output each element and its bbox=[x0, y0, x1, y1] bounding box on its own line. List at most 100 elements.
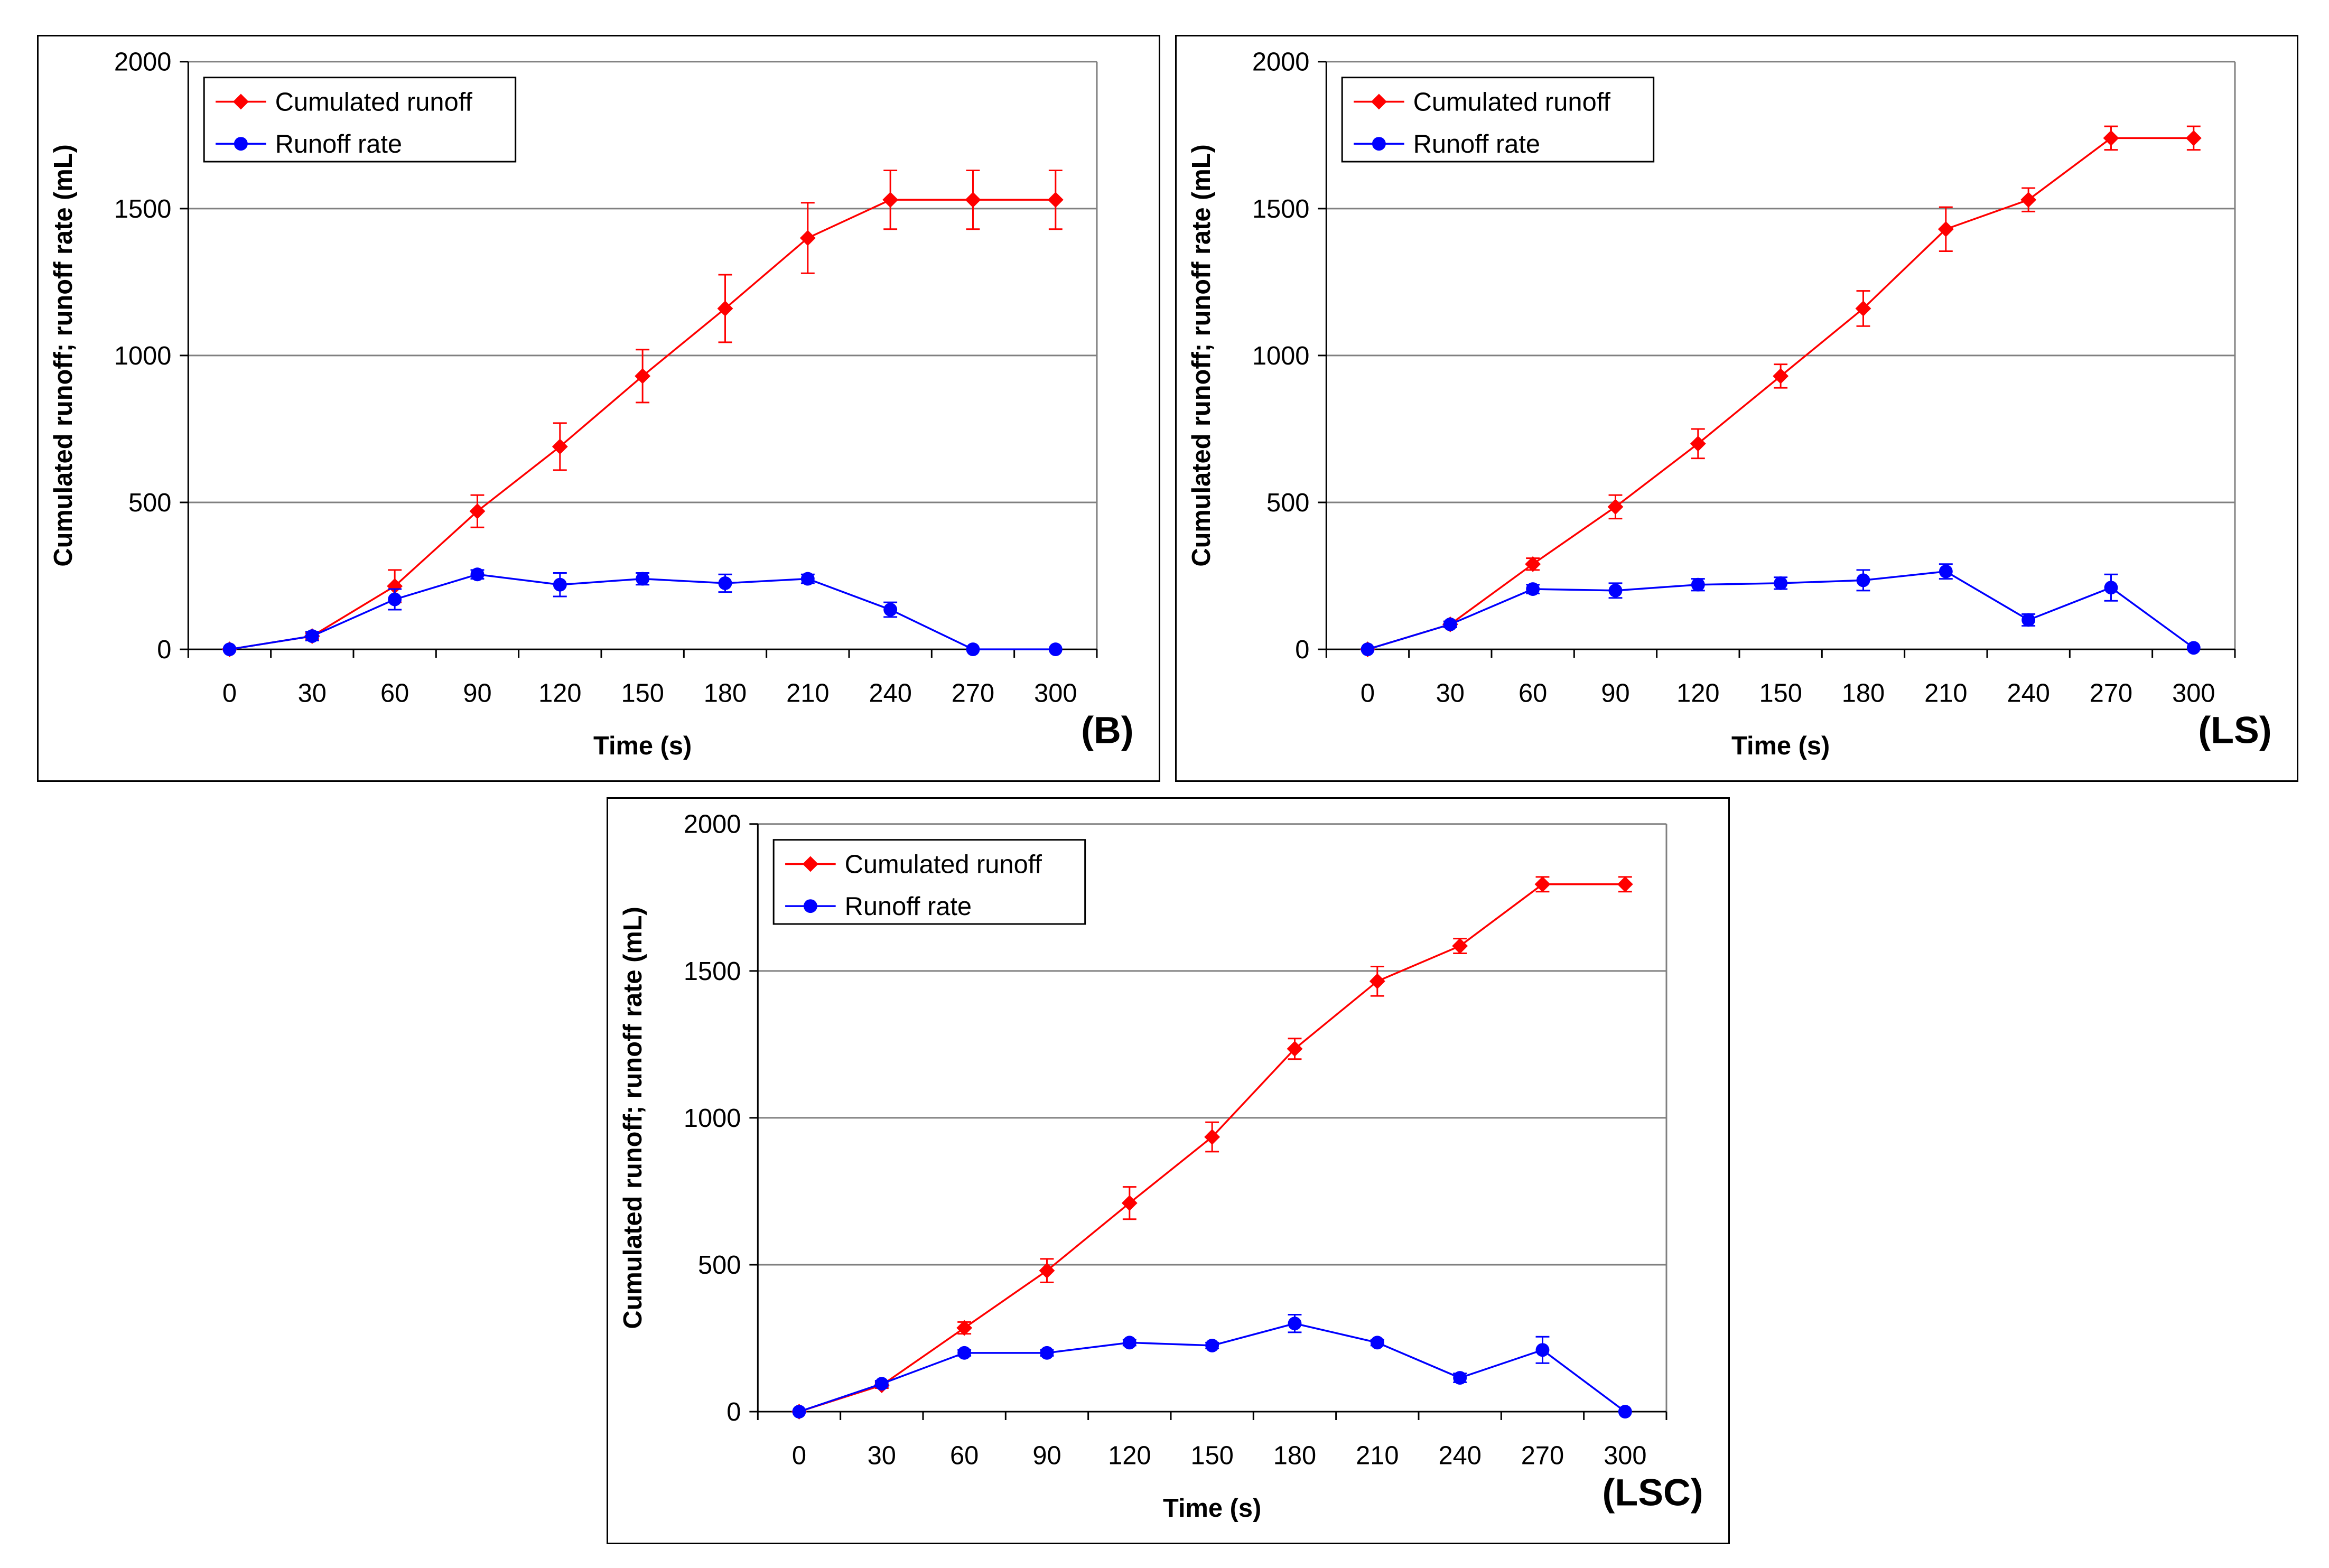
data-point bbox=[1526, 582, 1540, 596]
data-point bbox=[2020, 192, 2037, 208]
data-point bbox=[388, 592, 402, 606]
legend-box bbox=[1341, 77, 1655, 163]
axes: 0 500 1000 1500 2000 0 30 60 90 120 150 180 210 240 27… bbox=[619, 810, 1667, 1523]
panel-label: (LS) bbox=[2198, 709, 2271, 751]
data-point bbox=[1443, 617, 1457, 631]
data-point bbox=[1121, 1195, 1138, 1211]
x-axis-title: Time (s) bbox=[1731, 732, 1830, 760]
data-point bbox=[966, 642, 980, 657]
data-point bbox=[1617, 876, 1633, 892]
chart-panel-ls: 0 500 1000 1500 2000 0 30 60 90 120 150 180 210 240 27… bbox=[1175, 35, 2298, 782]
gridlines bbox=[1326, 61, 2236, 650]
data-point bbox=[1773, 368, 1789, 384]
data-point bbox=[387, 578, 403, 594]
chart-panel-lsc: 0 500 1000 1500 2000 0 30 60 90 120 150 180 210 240 27… bbox=[607, 797, 1730, 1544]
x-tick-label: 90 bbox=[1601, 679, 1629, 708]
y-tick-label: 0 bbox=[157, 636, 171, 664]
x-tick-label: 150 bbox=[1190, 1442, 1233, 1470]
y-tick-label: 500 bbox=[698, 1251, 741, 1280]
y-tick-label: 1500 bbox=[114, 195, 172, 223]
gridlines bbox=[758, 823, 1667, 1412]
data-point bbox=[1048, 642, 1063, 657]
data-point bbox=[1525, 556, 1541, 572]
data-point bbox=[1287, 1041, 1303, 1057]
data-point bbox=[882, 192, 899, 208]
data-point bbox=[957, 1346, 972, 1360]
data-point bbox=[792, 1405, 806, 1419]
x-tick-label: 180 bbox=[704, 679, 747, 708]
x-tick-label: 300 bbox=[1034, 679, 1077, 708]
gridlines bbox=[188, 61, 1098, 650]
legend-label: Cumulated runoff bbox=[275, 88, 473, 116]
data-point bbox=[222, 642, 237, 657]
chart-svg-ls: 0 500 1000 1500 2000 0 30 60 90 120 150 180 210 240 27… bbox=[1187, 48, 2271, 760]
x-tick-label: 90 bbox=[463, 679, 491, 708]
data-point bbox=[1774, 576, 1788, 590]
y-tick-label: 2000 bbox=[684, 810, 741, 839]
chart-panel-b: 0 500 1000 1500 2000 0 30 60 90 120 150 180 210 240 27… bbox=[37, 35, 1160, 782]
data-point bbox=[883, 603, 898, 617]
x-tick-label: 0 bbox=[792, 1442, 806, 1470]
series-runoff-rate bbox=[1361, 563, 2201, 657]
y-tick-label: 1000 bbox=[1252, 342, 1310, 370]
x-tick-label: 210 bbox=[1356, 1442, 1399, 1470]
legend-box bbox=[203, 77, 517, 163]
x-tick-label: 240 bbox=[2007, 679, 2049, 708]
x-tick-label: 30 bbox=[298, 679, 327, 708]
data-point bbox=[1369, 973, 1385, 990]
data-point bbox=[1534, 876, 1551, 892]
data-point bbox=[1453, 1371, 1467, 1385]
y-tick-label: 1500 bbox=[1252, 195, 1310, 223]
x-tick-label: 210 bbox=[786, 679, 829, 708]
x-tick-label: 0 bbox=[1361, 679, 1375, 708]
chart-svg-b: 0 500 1000 1500 2000 0 30 60 90 120 150 180 210 240 27… bbox=[49, 48, 1133, 760]
y-tick-label: 1500 bbox=[684, 957, 741, 986]
data-point bbox=[1618, 1405, 1632, 1419]
data-point bbox=[2104, 581, 2118, 595]
data-point bbox=[1204, 1129, 1221, 1145]
data-point bbox=[1535, 1343, 1550, 1357]
y-axis-title: Cumulated runoff; runoff rate (mL) bbox=[619, 907, 647, 1329]
data-point bbox=[1370, 1336, 1384, 1350]
x-tick-label: 240 bbox=[1438, 1442, 1481, 1470]
data-point bbox=[1122, 1336, 1136, 1350]
chart-svg-lsc: 0 500 1000 1500 2000 0 30 60 90 120 150 180 210 240 27… bbox=[619, 810, 1703, 1523]
data-point bbox=[1856, 573, 1870, 587]
x-tick-label: 300 bbox=[1604, 1442, 1646, 1470]
legend: Cumulated runoff Runoff rate bbox=[203, 77, 517, 163]
x-tick-label: 150 bbox=[621, 679, 664, 708]
data-point bbox=[1690, 435, 1706, 452]
axes: 0 500 1000 1500 2000 0 30 60 90 120 150 180 210 240 27… bbox=[49, 48, 1098, 760]
x-tick-label: 60 bbox=[950, 1442, 979, 1470]
data-point bbox=[305, 629, 319, 643]
series-runoff-rate bbox=[222, 567, 1063, 657]
data-point bbox=[874, 1377, 889, 1391]
series-line bbox=[798, 1322, 1626, 1413]
data-point bbox=[800, 572, 815, 586]
data-point bbox=[956, 1320, 973, 1336]
y-tick-label: 2000 bbox=[1252, 48, 1310, 77]
data-point bbox=[2186, 641, 2201, 655]
x-tick-label: 300 bbox=[2172, 679, 2215, 708]
data-point bbox=[1939, 564, 1953, 578]
x-tick-label: 270 bbox=[952, 679, 994, 708]
data-point bbox=[2021, 613, 2036, 627]
data-point bbox=[1047, 192, 1064, 208]
x-tick-label: 30 bbox=[868, 1442, 896, 1470]
y-tick-label: 2000 bbox=[114, 48, 172, 77]
data-point bbox=[470, 567, 485, 582]
legend-swatch-marker bbox=[234, 137, 248, 151]
data-point bbox=[553, 577, 567, 592]
x-tick-label: 150 bbox=[1759, 679, 1802, 708]
data-point bbox=[1040, 1346, 1054, 1360]
data-point bbox=[1288, 1317, 1302, 1331]
legend-label: Cumulated runoff bbox=[845, 850, 1042, 879]
x-axis-title: Time (s) bbox=[593, 732, 692, 760]
data-point bbox=[636, 572, 650, 586]
series-cumulated-runoff bbox=[791, 876, 1633, 1420]
x-tick-label: 270 bbox=[1521, 1442, 1564, 1470]
y-tick-label: 500 bbox=[128, 489, 171, 517]
y-tick-label: 1000 bbox=[114, 342, 172, 370]
x-axis-title: Time (s) bbox=[1163, 1494, 1261, 1523]
y-axis-title: Cumulated runoff; runoff rate (mL) bbox=[49, 144, 78, 566]
